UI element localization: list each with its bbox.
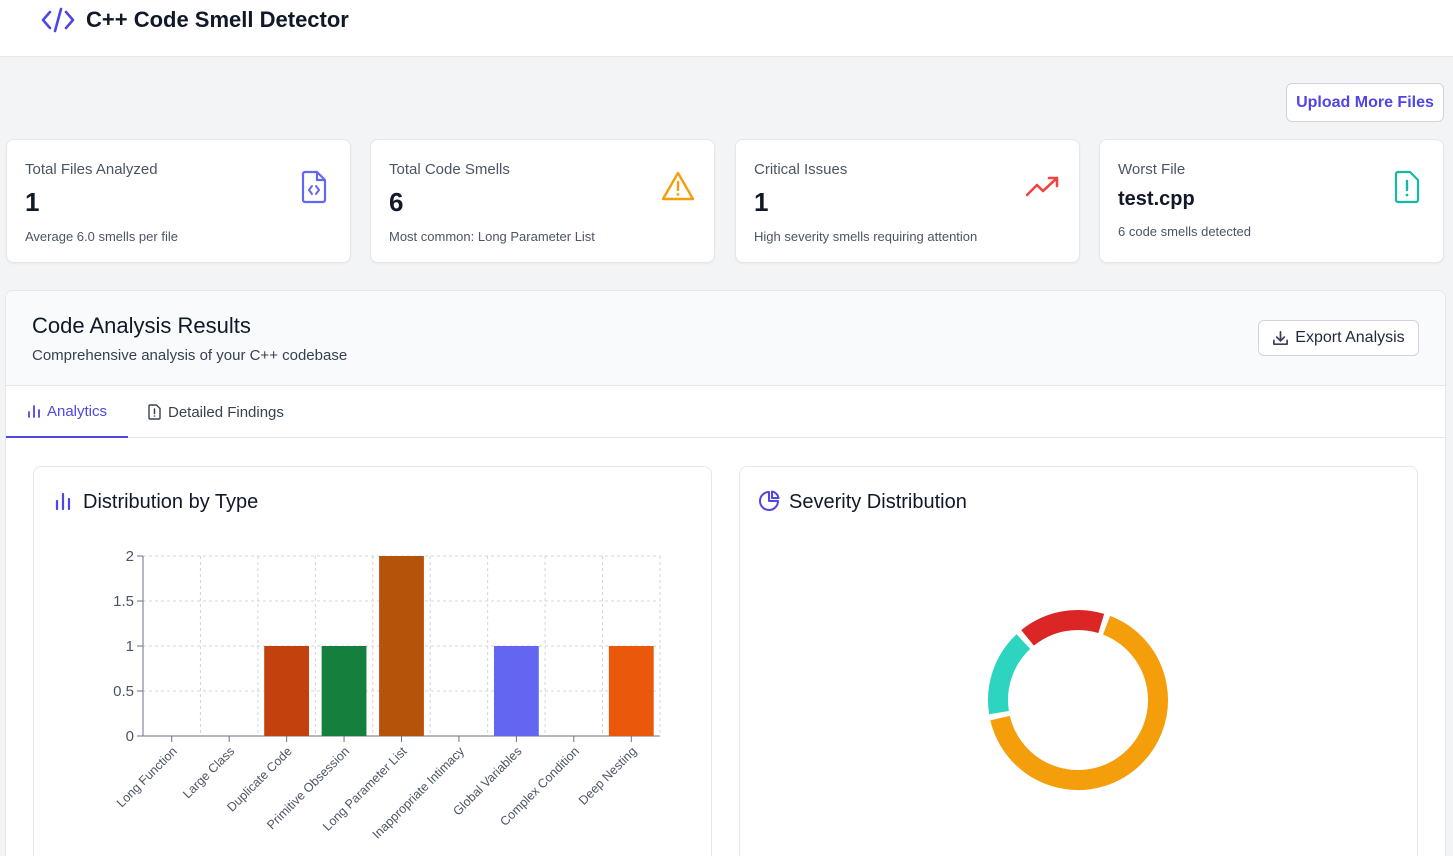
bar[interactable]: [264, 646, 310, 736]
severity-panel: Severity Distribution: [739, 466, 1418, 856]
top-bar: C++ Code Smell Detector: [0, 0, 1453, 57]
distribution-title: Distribution by Type: [83, 491, 259, 513]
y-tick-label: 0: [126, 728, 134, 745]
tab-analytics[interactable]: Analytics: [6, 386, 128, 438]
stat-value: test.cpp: [1118, 188, 1195, 210]
file-alert-icon: [1394, 170, 1420, 204]
tab-detailed-findings[interactable]: Detailed Findings: [147, 386, 284, 438]
app-title: C++ Code Smell Detector: [86, 7, 349, 32]
stat-label: Critical Issues: [754, 161, 848, 178]
stat-subtext: 6 code smells detected: [1118, 224, 1251, 239]
donut-slice[interactable]: [990, 615, 1168, 790]
y-tick-label: 0.5: [113, 683, 134, 700]
warning-triangle-icon: [661, 171, 695, 201]
tab-analytics-label: Analytics: [46, 402, 108, 420]
stat-card-smells: Total Code Smells 6 Most common: Long Pa…: [370, 139, 715, 263]
stat-subtext: Most common: Long Parameter List: [389, 229, 595, 244]
export-analysis-button[interactable]: Export Analysis: [1258, 320, 1419, 356]
bar-chart-icon: [55, 492, 71, 511]
analysis-results-card: Code Analysis Results Comprehensive anal…: [5, 290, 1446, 856]
stat-card-critical: Critical Issues 1 High severity smells r…: [735, 139, 1080, 263]
download-icon: [1273, 330, 1289, 345]
stat-label: Total Code Smells: [389, 161, 510, 178]
donut-slice[interactable]: [988, 634, 1031, 715]
upload-more-files-button[interactable]: Upload More Files: [1286, 83, 1444, 122]
x-tick-label: Long Function: [114, 744, 180, 810]
bar[interactable]: [608, 646, 654, 736]
stat-card-files: Total Files Analyzed 1 Average 6.0 smell…: [6, 139, 351, 263]
stat-label: Total Files Analyzed: [25, 161, 158, 178]
donut-slice[interactable]: [1021, 610, 1105, 646]
severity-donut-chart: [988, 610, 1168, 790]
stat-subtext: High severity smells requiring attention: [754, 229, 978, 244]
export-analysis-label: Export Analysis: [1295, 329, 1405, 346]
y-tick-label: 1.5: [113, 593, 134, 610]
trending-up-icon: [1025, 176, 1059, 197]
x-tick-label: Large Class: [180, 744, 237, 801]
bar[interactable]: [321, 646, 367, 736]
pie-chart-icon: [759, 490, 780, 511]
bar-chart-icon: [28, 405, 40, 418]
distribution-panel: Distribution by Type 0 0.5 1 1.5 2 Long Funct…: [33, 466, 712, 856]
tab-detailed-findings-label: Detailed Findings: [168, 403, 284, 421]
stat-card-worst-file: Worst File test.cpp 6 code smells detect…: [1099, 139, 1444, 263]
results-subtitle: Comprehensive analysis of your C++ codeb…: [32, 347, 348, 364]
file-alert-icon: [148, 404, 161, 420]
stat-subtext: Average 6.0 smells per file: [25, 229, 178, 244]
bar[interactable]: [379, 556, 424, 736]
y-tick-label: 2: [126, 548, 134, 565]
results-tabs: Analytics Detailed Findings: [6, 386, 1445, 438]
stat-value: 1: [754, 187, 769, 217]
x-tick-label: Deep Nesting: [576, 744, 639, 807]
bar[interactable]: [493, 646, 539, 736]
results-title: Code Analysis Results: [32, 313, 251, 338]
y-tick-label: 1: [126, 638, 134, 655]
stat-value: 6: [389, 187, 404, 217]
results-header: Code Analysis Results Comprehensive anal…: [6, 291, 1445, 386]
file-code-icon: [301, 170, 327, 204]
stat-label: Worst File: [1118, 161, 1186, 178]
severity-title: Severity Distribution: [789, 491, 967, 513]
stat-value: 1: [25, 187, 40, 217]
code-brackets-icon: [41, 7, 75, 33]
